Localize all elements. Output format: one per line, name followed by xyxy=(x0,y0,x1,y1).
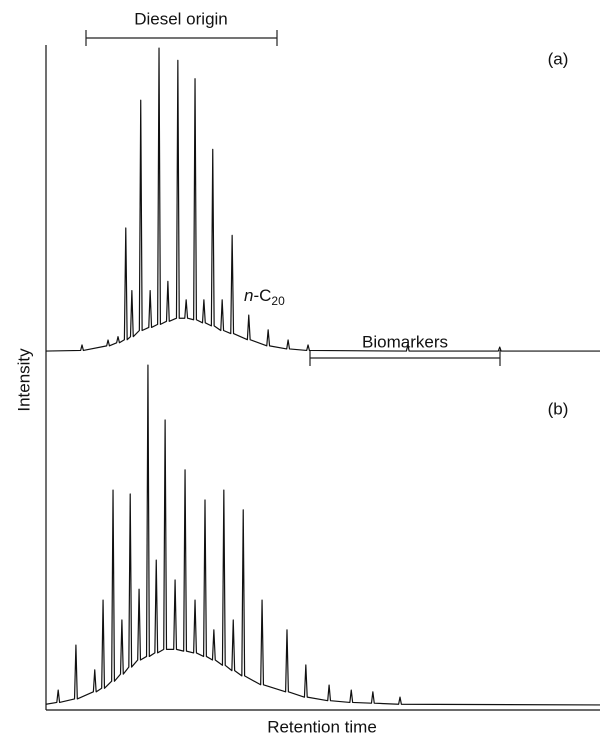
y-axis-label: Intensity xyxy=(14,348,33,412)
annotation-part: 20 xyxy=(271,294,285,308)
x-axis-label: Retention time xyxy=(267,717,377,736)
panel-label: (b) xyxy=(548,399,569,418)
annotation: Diesel origin xyxy=(134,9,228,28)
panel-label: (a) xyxy=(548,49,569,68)
trace xyxy=(45,364,600,706)
trace xyxy=(45,47,600,352)
annotation: n-C20 xyxy=(244,286,285,308)
annotation-part: n xyxy=(244,286,253,305)
diesel-bracket xyxy=(85,30,278,46)
annotation-part: -C xyxy=(253,286,271,305)
biomarkers-bracket xyxy=(309,350,501,366)
annotation: Biomarkers xyxy=(362,332,448,351)
